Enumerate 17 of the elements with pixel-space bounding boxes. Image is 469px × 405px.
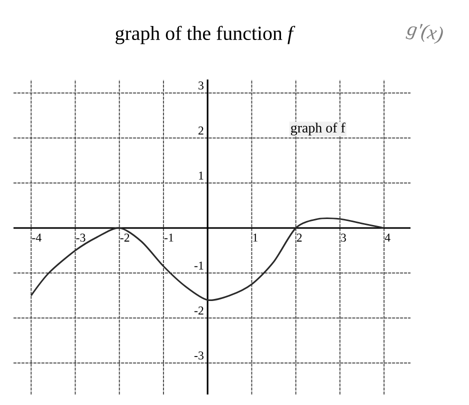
x-tick-label: -1 bbox=[164, 234, 174, 242]
y-tick-label: 2 bbox=[198, 126, 204, 134]
y-tick-label: -3 bbox=[194, 351, 204, 360]
x-tick-label: 4 bbox=[384, 234, 390, 242]
y-tick-label: -2 bbox=[194, 306, 204, 314]
x-tick-label: -4 bbox=[32, 234, 42, 242]
text: g'(x) bbox=[406, 24, 443, 44]
x-tick-label: 3 bbox=[341, 234, 346, 242]
x-tick-label: 1 bbox=[253, 234, 258, 242]
y-tick-label: -1 bbox=[194, 262, 204, 270]
annotation: graph of f bbox=[290, 122, 346, 136]
x-tick-label: -3 bbox=[76, 234, 86, 242]
x-tick-label: -2 bbox=[120, 234, 130, 242]
x-tick-label: 2 bbox=[296, 234, 302, 242]
y-tick-label: 3 bbox=[198, 81, 204, 90]
y-tick-label: 1 bbox=[199, 172, 204, 180]
chart-title: graph of the function f bbox=[116, 26, 296, 44]
